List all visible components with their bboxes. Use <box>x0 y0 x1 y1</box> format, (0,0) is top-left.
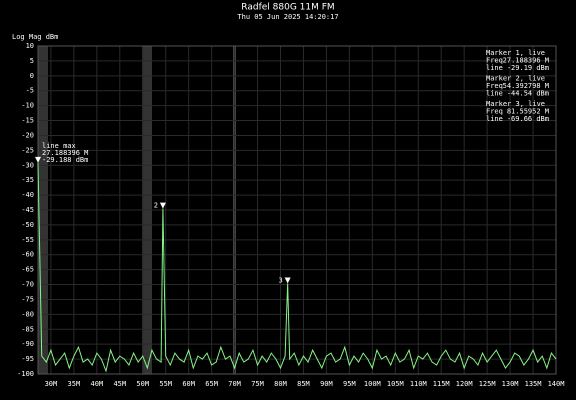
grid <box>37 45 557 375</box>
marker-tag: 2 <box>154 202 158 210</box>
x-tick-label: 55M <box>159 380 172 388</box>
x-tick-label: 95M <box>343 380 356 388</box>
x-tick-label: 50M <box>136 380 149 388</box>
x-tick-label: 110M <box>410 380 427 388</box>
y-tick-label: -55 <box>21 236 34 244</box>
x-tick-label: 80M <box>274 380 287 388</box>
x-tick-label: 60M <box>182 380 195 388</box>
y-tick-label: -15 <box>21 117 34 125</box>
y-tick-label: 5 <box>30 57 34 65</box>
x-tick-label: 115M <box>433 380 450 388</box>
x-tick-label: 105M <box>387 380 404 388</box>
y-tick-label: -25 <box>21 146 34 154</box>
marker-freq: 27.188396 M <box>503 57 549 65</box>
y-tick-label: 10 <box>26 42 34 50</box>
y-tick-label: 0 <box>30 72 34 80</box>
chart-title: Radfel 880G 11M FM <box>241 3 334 13</box>
marker-level-label: line <box>486 90 503 98</box>
marker-triangle <box>159 202 166 209</box>
y-tick-label: -40 <box>21 191 34 199</box>
x-tick-label: 75M <box>251 380 264 388</box>
marker-title: Marker 3, live <box>486 100 545 108</box>
marker-title: Marker 1, live <box>486 49 545 57</box>
y-tick-label: -5 <box>26 87 34 95</box>
x-tick-label: 100M <box>364 380 381 388</box>
marker-level-label: line <box>486 115 503 123</box>
marker-freq: 81.55952 M <box>507 108 549 116</box>
peak-annotation: line max <box>42 142 76 150</box>
marks <box>37 162 557 373</box>
x-tick-label: 125M <box>479 380 496 388</box>
marker-tag: 3 <box>278 277 282 285</box>
y-tick-label: -85 <box>21 325 34 333</box>
y-tick-label: -45 <box>21 206 34 214</box>
y-tick-label: -20 <box>21 131 34 139</box>
x-tick-label: 140M <box>548 380 565 388</box>
y-tick-label: -30 <box>21 161 34 169</box>
peak-annotation: 27.188396 M <box>42 149 88 157</box>
x-tick-label: 65M <box>205 380 218 388</box>
trace <box>37 162 557 373</box>
marker-freq-label: Freq <box>486 108 503 116</box>
x-tick-label: 35M <box>68 380 81 388</box>
y-tick-label: -100 <box>17 370 34 378</box>
y-tick-label: -50 <box>21 221 34 229</box>
x-tick-label: 135M <box>525 380 542 388</box>
x-tick-label: 30M <box>45 380 58 388</box>
y-tick-label: -10 <box>21 102 34 110</box>
y-tick-label: -95 <box>21 355 34 363</box>
x-tick-label: 70M <box>228 380 241 388</box>
y-tick-label: -80 <box>21 310 34 318</box>
x-tick-label: 40M <box>91 380 104 388</box>
x-tick-label: 45M <box>113 380 126 388</box>
marker-freq-label: Freq <box>486 57 503 65</box>
subtitle: Thu 05 Jun 2025 14:20:17 <box>237 13 338 21</box>
marker-title: Marker 2, live <box>486 75 545 83</box>
x-tick-label: 130M <box>502 380 519 388</box>
marker-level-label: line <box>486 64 503 72</box>
y-tick-label: -90 <box>21 340 34 348</box>
marker-triangle <box>284 277 291 284</box>
y-tick-label: -65 <box>21 266 34 274</box>
x-tick-label: 120M <box>456 380 473 388</box>
marker-level: -29.19 dBm <box>507 64 549 72</box>
marker-level: -44.54 dBm <box>507 90 549 98</box>
x-tick-label: 90M <box>320 380 333 388</box>
y-tick-label: -75 <box>21 295 34 303</box>
marker-freq-label: Freq <box>486 82 503 90</box>
y-tick-label: -70 <box>21 281 34 289</box>
peak-annotation: -29.188 dBm <box>42 156 88 164</box>
marker-triangle <box>35 156 41 163</box>
plot-frame <box>37 45 557 375</box>
y-axis-label: Log Mag dBm <box>12 33 58 41</box>
y-tick-label: -60 <box>21 251 34 259</box>
x-tick-label: 85M <box>297 380 310 388</box>
marker-level: -69.66 dBm <box>507 115 549 123</box>
y-tick-label: -35 <box>21 176 34 184</box>
marker-freq: 54.392798 M <box>503 82 549 90</box>
